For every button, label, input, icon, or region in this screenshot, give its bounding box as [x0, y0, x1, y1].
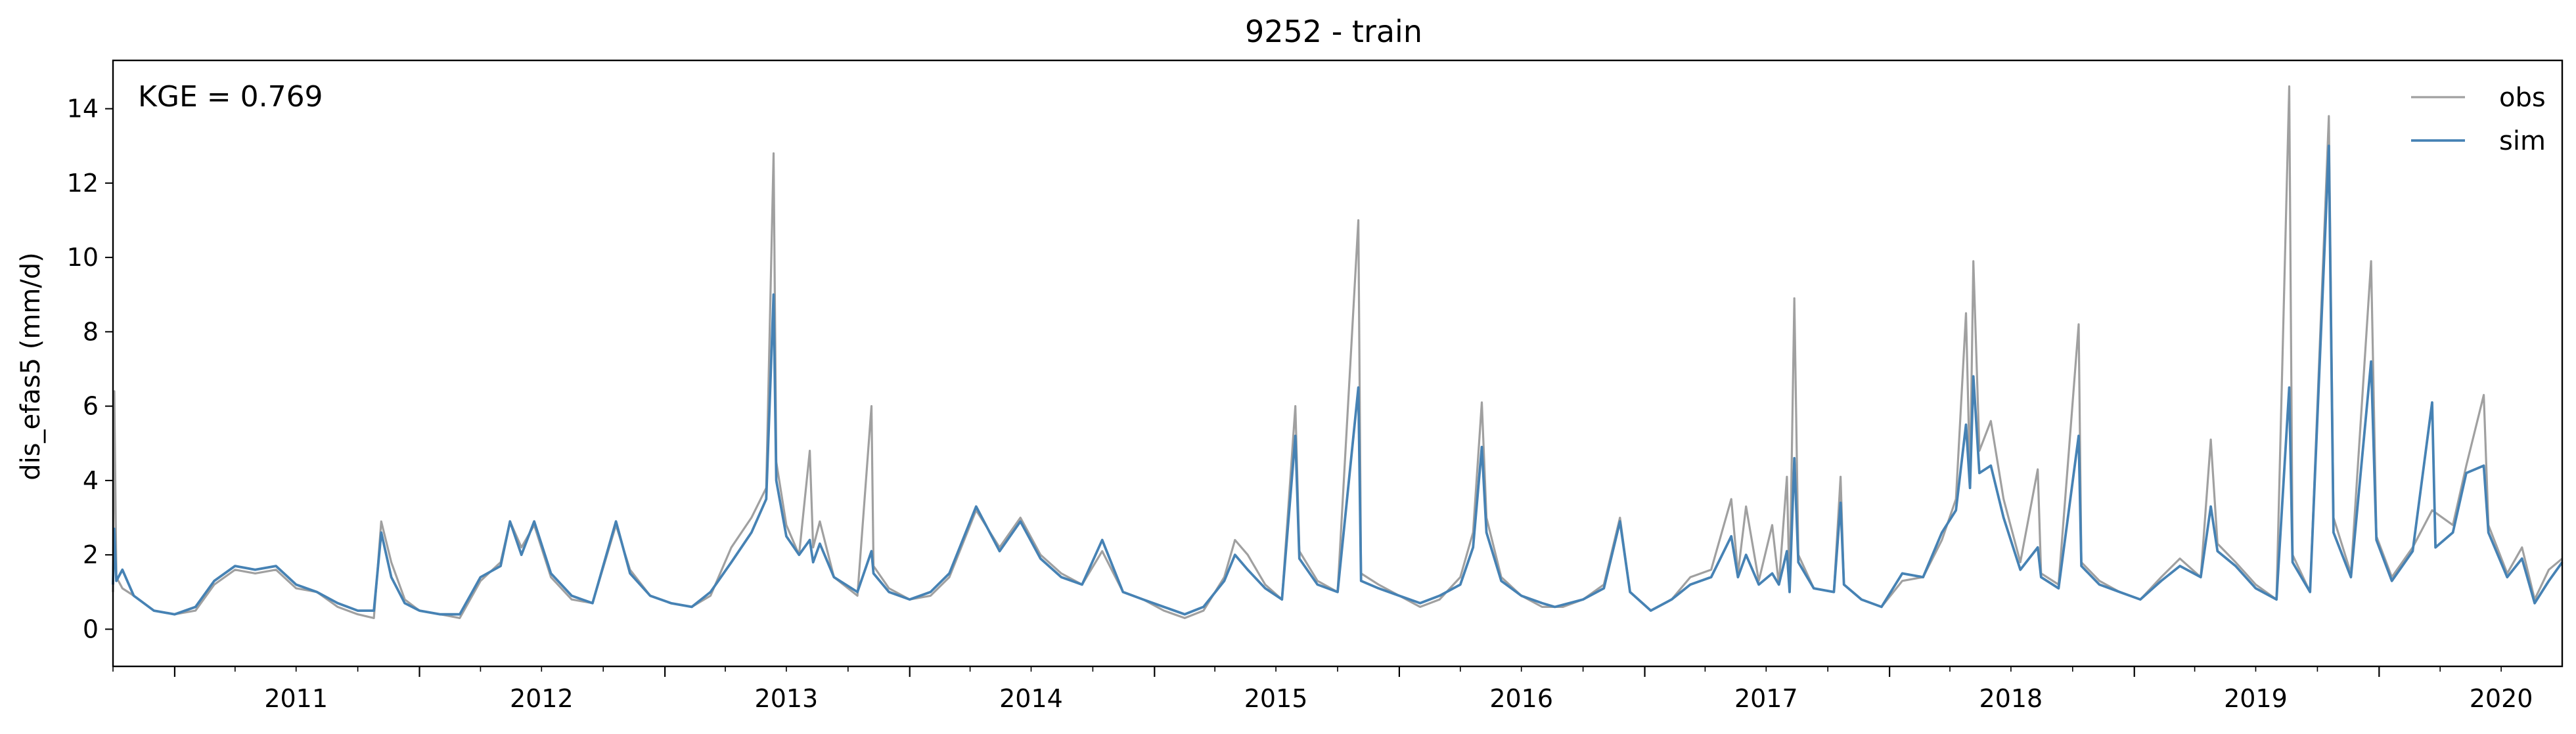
y-tick-label: 0	[83, 615, 99, 643]
y-tick-label: 14	[67, 95, 99, 123]
x-tick-label: 2018	[1979, 684, 2043, 713]
y-tick-label: 6	[83, 392, 99, 421]
x-tick-label: 2012	[510, 684, 574, 713]
y-tick-label: 10	[67, 243, 99, 272]
x-tick-label: 2015	[1244, 684, 1308, 713]
chart-title: 9252 - train	[1245, 14, 1422, 49]
x-tick-label: 2014	[999, 684, 1063, 713]
y-axis-ticks: 0 2 4 6 8 10 12 14	[67, 95, 113, 643]
x-axis-ticks: 2011 2012 2013 2014 2015 2016 2017 2018 2019 2020	[112, 666, 2533, 713]
x-tick-label: 2016	[1489, 684, 1553, 713]
series-layer	[112, 85, 2564, 619]
y-axis-label: dis_efas5 (mm/d)	[16, 252, 46, 481]
y-tick-label: 4	[83, 466, 99, 495]
plot-frame	[112, 59, 2564, 668]
x-tick-label: 2019	[2224, 684, 2288, 713]
series-line-obs	[112, 85, 2564, 619]
x-tick-label: 2017	[1734, 684, 1798, 713]
legend: obs sim	[2411, 83, 2546, 156]
y-tick-label: 2	[83, 540, 99, 569]
legend-label-obs: obs	[2499, 83, 2546, 113]
series-line-sim	[112, 144, 2564, 616]
legend-label-sim: sim	[2499, 126, 2546, 156]
y-tick-label: 12	[67, 169, 99, 198]
y-tick-label: 8	[83, 317, 99, 346]
kge-annotation: KGE = 0.769	[138, 80, 323, 114]
x-tick-label: 2020	[2470, 684, 2533, 713]
x-tick-label: 2013	[755, 684, 819, 713]
x-tick-label: 2011	[264, 684, 328, 713]
